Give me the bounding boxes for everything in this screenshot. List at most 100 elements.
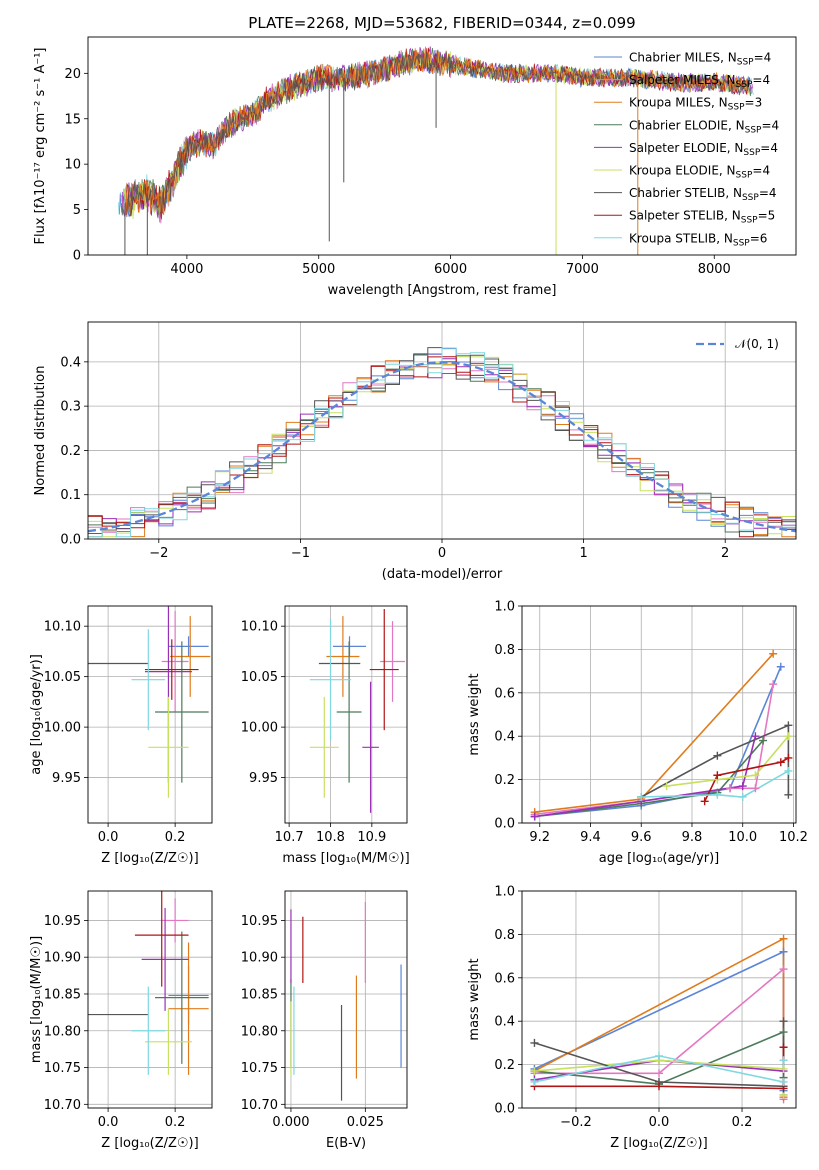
weight-point-marker xyxy=(779,947,788,956)
x-axis-label: E(B-V) xyxy=(326,1136,366,1151)
x-axis-label: Z [log₁₀(Z/Z☉)] xyxy=(101,851,198,866)
weight-point-marker xyxy=(751,784,760,793)
axes-frame xyxy=(87,605,213,824)
legend-value: =3 xyxy=(745,96,763,110)
weight-point-marker xyxy=(769,680,778,689)
weight-point-marker xyxy=(784,790,793,799)
x-tick-label: 0.0 xyxy=(98,1115,119,1130)
weight-point-marker xyxy=(779,934,788,943)
y-tick-label: 10.95 xyxy=(44,914,81,929)
x-axis-label: (data-model)/error xyxy=(382,567,503,582)
weight-series-line xyxy=(534,739,764,818)
weight-point-marker xyxy=(776,662,785,671)
weight-point-marker xyxy=(738,792,747,801)
y-tick-label: 0.2 xyxy=(494,773,515,788)
weight-point-marker xyxy=(713,790,722,799)
figure-title: PLATE=2268, MJD=53682, FIBERID=0344, z=0… xyxy=(248,14,635,32)
x-tick-label: 1 xyxy=(579,546,587,561)
legend-subscript: SSP xyxy=(737,58,754,68)
legend-entry: Salpeter ELODIE, NSSP=4 xyxy=(629,141,778,158)
y-tick-label: 10.70 xyxy=(241,1098,278,1113)
legend-entry: Chabrier ELODIE, NSSP=4 xyxy=(629,118,779,135)
y-axis-label: age [log₁₀(age/yr)] xyxy=(29,654,44,775)
weight-series-line xyxy=(703,757,789,802)
weight-point-marker xyxy=(784,732,793,741)
residuals-plot-area xyxy=(88,347,796,538)
x-axis-label: wavelength [Angstrom, rest frame] xyxy=(328,283,557,298)
weight-point-marker xyxy=(655,1082,663,1091)
histogram-series xyxy=(88,347,796,538)
weight-point-marker xyxy=(530,1067,539,1076)
weight-point-marker xyxy=(784,753,793,762)
y-axis-label: mass weight xyxy=(467,958,482,1040)
legend-subscript: SSP xyxy=(742,193,759,203)
weight-point-marker xyxy=(726,784,735,793)
x-tick-label: 8000 xyxy=(698,262,731,277)
weight-point-marker xyxy=(751,771,760,780)
y-tick-label: 9.95 xyxy=(249,771,278,786)
x-tick-label: 0.0 xyxy=(649,1115,670,1130)
y-tick-label: 0.2 xyxy=(494,1058,515,1073)
x-tick-label: 0.0 xyxy=(98,830,119,845)
legend-subscript: SSP xyxy=(743,148,760,158)
y-tick-label: 0.8 xyxy=(494,928,515,943)
y-tick-label: 0.4 xyxy=(494,1015,515,1030)
axes-frame xyxy=(87,36,797,256)
x-tick-label: 9.8 xyxy=(682,830,703,845)
axes-frame xyxy=(87,321,797,540)
legend-subscript: SSP xyxy=(736,80,753,90)
weight-point-marker xyxy=(662,782,671,791)
legend-value: =4 xyxy=(760,141,778,155)
y-tick-label: 20 xyxy=(64,67,81,82)
legend-entry: Chabrier STELIB, NSSP=4 xyxy=(629,186,777,203)
legend-value: =4 xyxy=(752,164,770,178)
x-tick-label: −1 xyxy=(291,546,310,561)
x-tick-label: 10.0 xyxy=(728,830,757,845)
y-tick-label: 10.85 xyxy=(44,987,81,1002)
weight-point-marker xyxy=(784,766,793,775)
legend-entry: Kroupa ELODIE, NSSP=4 xyxy=(629,164,770,181)
y-tick-label: 10.90 xyxy=(241,951,278,966)
x-tick-label: 9.2 xyxy=(529,830,550,845)
x-tick-label: 0.2 xyxy=(165,1115,186,1130)
y-tick-label: 1.0 xyxy=(494,885,515,900)
weight-point-marker xyxy=(738,782,747,791)
y-tick-label: 15 xyxy=(64,112,81,127)
y-tick-label: 0.4 xyxy=(494,730,515,745)
weight-point-marker xyxy=(779,1017,788,1026)
spectrum-plot-area xyxy=(117,46,754,255)
y-tick-label: 0.3 xyxy=(60,400,81,415)
weight-point-marker xyxy=(759,736,768,745)
weight-point-marker xyxy=(776,758,785,767)
x-tick-label: 0.025 xyxy=(347,1115,384,1130)
y-tick-label: 10.05 xyxy=(44,670,81,685)
y-tick-label: 0.0 xyxy=(60,533,81,548)
y-tick-label: 10.05 xyxy=(241,670,278,685)
y-tick-label: 1.0 xyxy=(494,600,515,615)
y-axis-label: Flux [fλ10⁻¹⁷ erg cm⁻² s⁻¹ A⁻¹] xyxy=(33,48,48,245)
x-tick-label: 0.2 xyxy=(732,1115,753,1130)
y-tick-label: 10.10 xyxy=(241,620,278,635)
y-tick-label: 0.8 xyxy=(494,643,515,658)
x-tick-label: 5000 xyxy=(302,262,335,277)
y-tick-label: 0.4 xyxy=(60,355,81,370)
legend-value: =4 xyxy=(759,186,777,200)
y-tick-label: 10.70 xyxy=(44,1098,81,1113)
y-tick-label: 10.90 xyxy=(44,951,81,966)
y-tick-label: 10.00 xyxy=(44,721,81,736)
weight-point-marker xyxy=(713,751,722,760)
x-tick-label: 2 xyxy=(721,546,729,561)
weight-point-marker xyxy=(779,965,788,974)
weight-point-marker xyxy=(779,1056,788,1065)
legend-entry: Kroupa STELIB, NSSP=6 xyxy=(629,231,767,248)
x-tick-label: −2 xyxy=(149,546,168,561)
mass_vs_Z-plot-area xyxy=(88,891,209,1075)
x-tick-label: 6000 xyxy=(434,262,467,277)
legend-subscript: SSP xyxy=(733,238,750,248)
weight-point-marker xyxy=(655,1069,663,1078)
y-tick-label: 10.80 xyxy=(44,1024,81,1039)
x-tick-label: −0.2 xyxy=(560,1115,592,1130)
y-tick-label: 0.6 xyxy=(494,686,515,701)
weight-point-marker xyxy=(779,1077,788,1086)
